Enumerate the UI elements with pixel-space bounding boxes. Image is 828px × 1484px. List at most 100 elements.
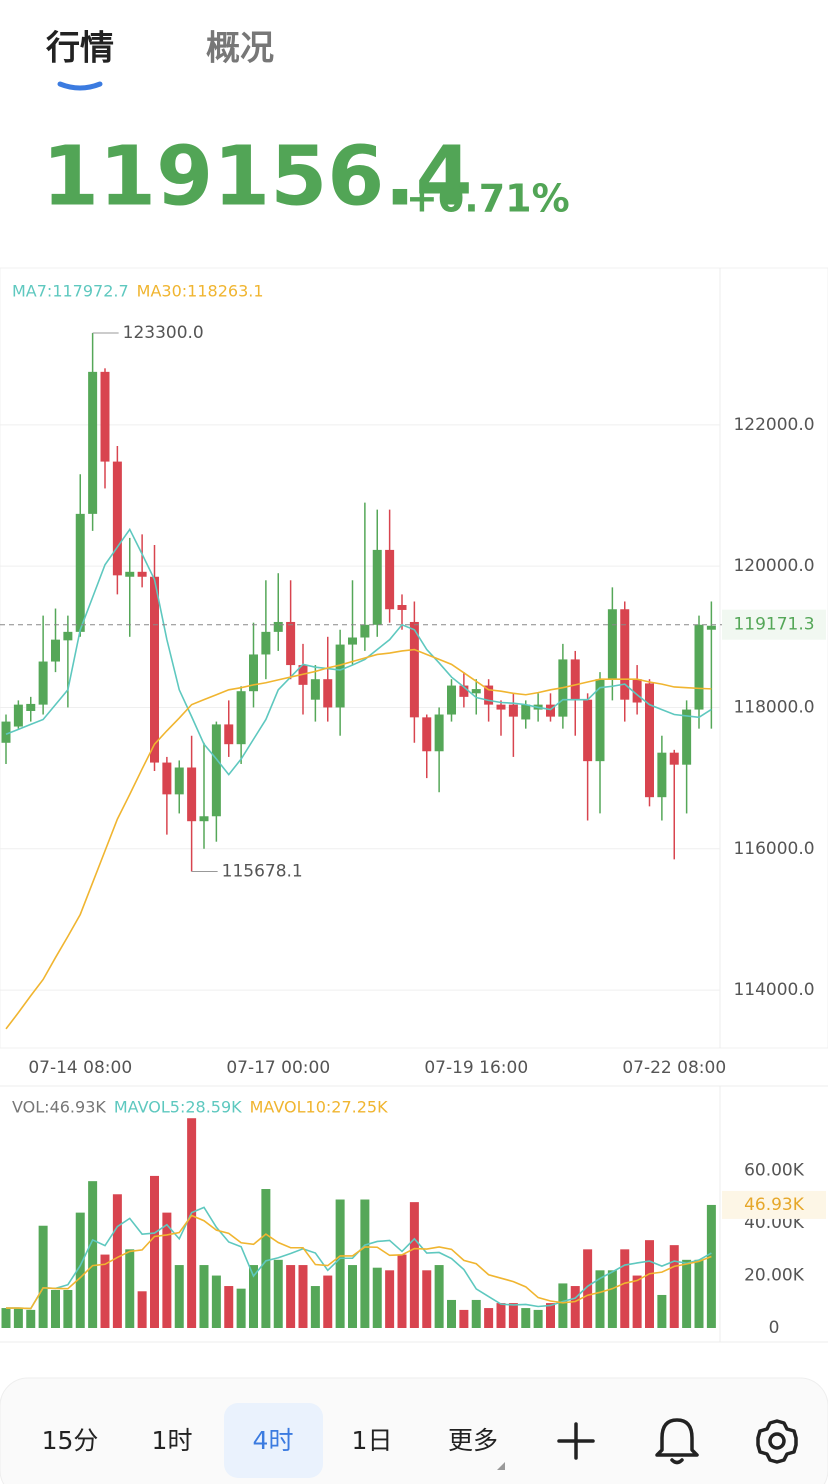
volume-bar xyxy=(125,1249,135,1328)
high-label: 123300.0 xyxy=(123,323,204,343)
price-tag-label: 119171.3 xyxy=(733,615,814,635)
volume-bar xyxy=(63,1289,73,1328)
x-tick-label: 07-14 08:00 xyxy=(28,1058,132,1078)
volume-bar xyxy=(75,1212,85,1328)
volume-bar xyxy=(273,1259,283,1328)
candle-body xyxy=(583,699,593,762)
tab-active[interactable]: 行情 xyxy=(46,29,114,69)
volume-bar xyxy=(100,1254,110,1328)
ma-line xyxy=(5,648,712,1030)
candle-body xyxy=(496,704,506,710)
settings-button[interactable] xyxy=(756,1419,798,1464)
volume-bar xyxy=(88,1181,98,1328)
volume-bar xyxy=(447,1299,456,1328)
volume-bar xyxy=(51,1289,60,1328)
volume-bar xyxy=(682,1259,692,1328)
candle-body xyxy=(310,679,320,700)
candle-body xyxy=(546,704,555,717)
volume-bar xyxy=(694,1259,704,1328)
candle-body xyxy=(273,621,283,632)
volume-bar xyxy=(38,1225,48,1328)
last-price: 119156.4 xyxy=(42,129,473,224)
candle-body xyxy=(521,704,531,720)
volume-bar xyxy=(385,1270,395,1328)
low-label: 115678.1 xyxy=(222,862,303,882)
volume-bar xyxy=(162,1212,172,1328)
candle-body xyxy=(224,724,234,745)
volume-bar xyxy=(150,1175,159,1328)
volume-bar xyxy=(558,1283,568,1328)
legend-entry: MAVOL10:27.25K xyxy=(250,1098,388,1117)
candle-body xyxy=(657,752,667,798)
x-tick-label: 07-17 00:00 xyxy=(226,1058,330,1078)
candle-body xyxy=(484,685,494,705)
y-tick-label: 0 xyxy=(769,1318,780,1338)
timeframe[interactable]: 1时 xyxy=(152,1426,193,1455)
candle-body xyxy=(508,704,518,717)
more-caret xyxy=(497,1462,505,1470)
candle-body xyxy=(236,691,246,745)
volume-bar xyxy=(348,1265,357,1328)
candle-body xyxy=(150,576,159,763)
volume-bar xyxy=(632,1275,642,1328)
volume-bar xyxy=(187,1118,197,1328)
timeframe[interactable]: 15分 xyxy=(42,1426,99,1455)
volume-bar xyxy=(434,1265,444,1328)
candle-body xyxy=(125,571,135,577)
ma-line xyxy=(6,1214,712,1310)
candle-body xyxy=(162,762,172,795)
y-tick-label: 114000.0 xyxy=(733,980,814,1000)
timeframe-active[interactable]: 4时 xyxy=(253,1426,294,1455)
candle-body xyxy=(323,679,333,708)
candle-body xyxy=(422,717,432,752)
legend-entry: MAVOL5:28.59K xyxy=(114,1098,242,1117)
y-tick-label: 116000.0 xyxy=(733,839,814,859)
volume-bar xyxy=(645,1240,654,1328)
price-change: +0.71% xyxy=(406,177,570,221)
candle-body xyxy=(100,371,110,462)
y-tick-label: 60.00K xyxy=(744,1161,805,1181)
candle-body xyxy=(385,549,395,610)
candle-body xyxy=(335,644,345,708)
volume-bar xyxy=(595,1270,605,1328)
alert-button[interactable] xyxy=(655,1418,699,1465)
candle-body xyxy=(112,461,122,576)
volume-tag xyxy=(722,1190,826,1219)
volume-bar xyxy=(669,1245,679,1328)
candle-body xyxy=(607,609,617,680)
candle-body xyxy=(187,767,197,822)
candle-body xyxy=(669,752,679,765)
volume-bar xyxy=(583,1249,593,1328)
candle-body xyxy=(75,513,85,632)
volume-bar xyxy=(360,1199,370,1328)
candle-body xyxy=(459,685,469,697)
volume-bar xyxy=(372,1267,382,1328)
tab[interactable]: 概况 xyxy=(206,29,274,69)
volume-bar xyxy=(570,1286,580,1328)
candle-body xyxy=(447,685,456,715)
volume-bar xyxy=(211,1275,221,1328)
candle-body xyxy=(348,637,357,645)
volume-bar xyxy=(323,1275,333,1328)
candle-body xyxy=(286,621,296,666)
legend-entry: VOL:46.93K xyxy=(12,1098,106,1117)
timeframe[interactable]: 1日 xyxy=(352,1426,393,1455)
volume-bar xyxy=(199,1265,209,1328)
volume-bar xyxy=(310,1286,320,1328)
y-tick-label: 118000.0 xyxy=(733,697,814,717)
candle-body xyxy=(570,659,580,700)
candle-body xyxy=(434,714,444,752)
volume-bar xyxy=(459,1309,469,1328)
volume-bar xyxy=(521,1308,531,1328)
more-menu[interactable]: 更多 xyxy=(448,1426,498,1455)
candle-body xyxy=(372,549,382,625)
volume-bar xyxy=(286,1265,296,1328)
volume-bar xyxy=(112,1194,122,1328)
volume-bar xyxy=(496,1303,506,1328)
candle-body xyxy=(51,639,60,662)
tab-indicator xyxy=(57,81,103,91)
volume-bar xyxy=(620,1249,630,1328)
candle-body xyxy=(199,816,209,822)
add-button[interactable] xyxy=(557,1422,595,1460)
